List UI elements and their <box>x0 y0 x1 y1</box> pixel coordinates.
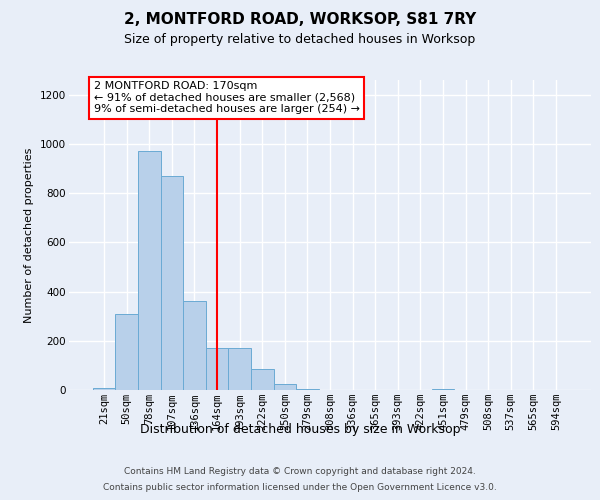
Text: Size of property relative to detached houses in Worksop: Size of property relative to detached ho… <box>124 32 476 46</box>
Bar <box>183 302 206 390</box>
Bar <box>296 389 319 390</box>
Bar <box>431 389 454 390</box>
Text: 2, MONTFORD ROAD, WORKSOP, S81 7RY: 2, MONTFORD ROAD, WORKSOP, S81 7RY <box>124 12 476 28</box>
Y-axis label: Number of detached properties: Number of detached properties <box>25 148 34 322</box>
Bar <box>93 388 115 390</box>
Text: 2 MONTFORD ROAD: 170sqm
← 91% of detached houses are smaller (2,568)
9% of semi-: 2 MONTFORD ROAD: 170sqm ← 91% of detache… <box>94 81 360 114</box>
Bar <box>229 348 251 390</box>
Bar <box>115 314 138 390</box>
Text: Distribution of detached houses by size in Worksop: Distribution of detached houses by size … <box>140 422 460 436</box>
Text: Contains public sector information licensed under the Open Government Licence v3: Contains public sector information licen… <box>103 482 497 492</box>
Bar <box>251 369 274 390</box>
Bar <box>274 384 296 390</box>
Text: Contains HM Land Registry data © Crown copyright and database right 2024.: Contains HM Land Registry data © Crown c… <box>124 468 476 476</box>
Bar <box>138 152 161 390</box>
Bar <box>206 348 229 390</box>
Bar <box>161 176 183 390</box>
